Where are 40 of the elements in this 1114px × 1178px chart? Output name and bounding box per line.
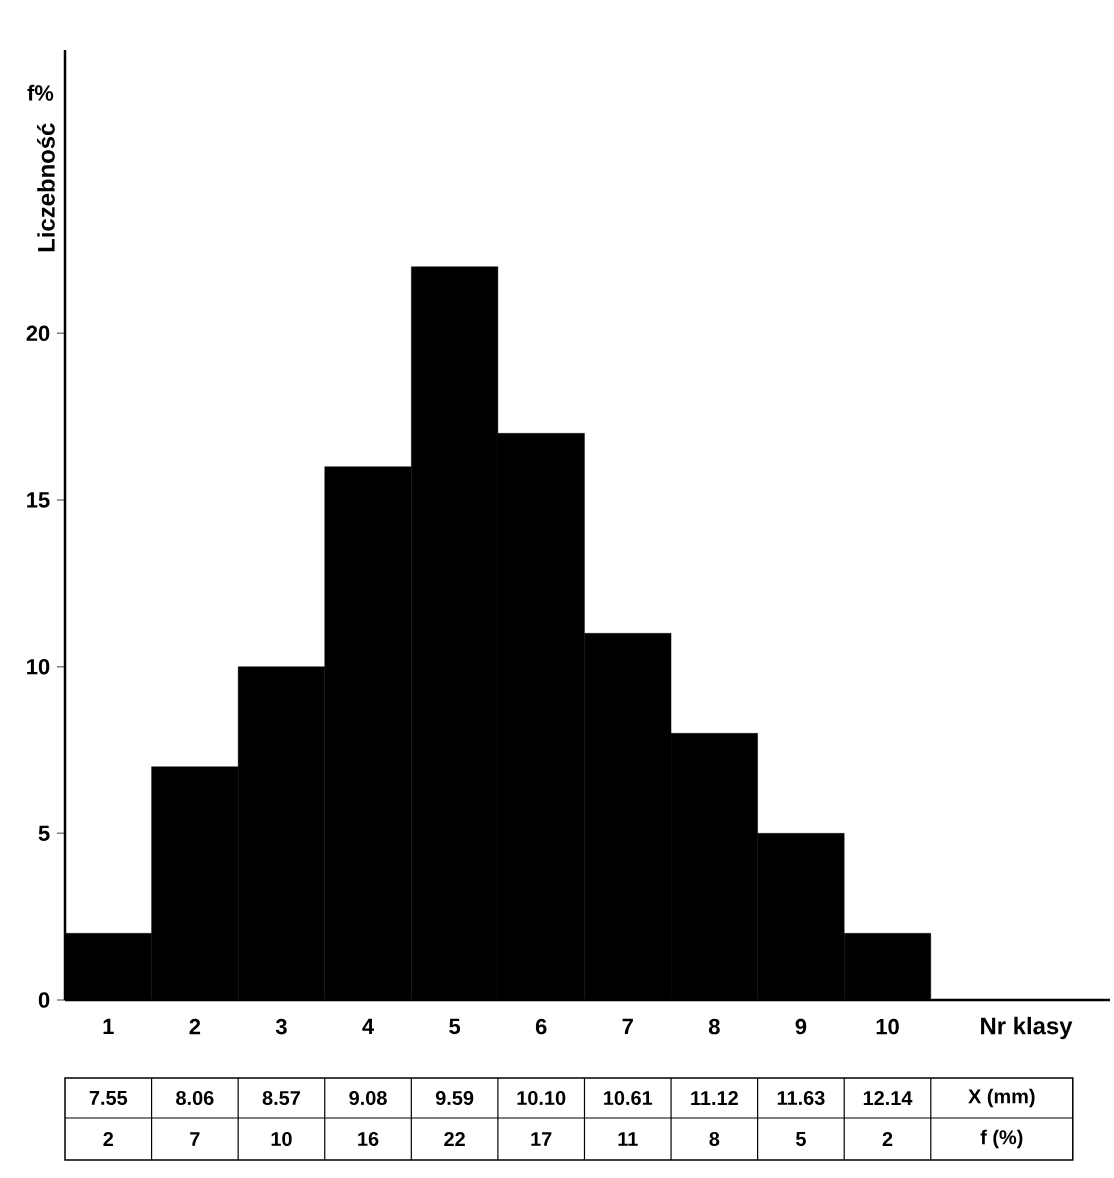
data-label: 7 bbox=[190, 1132, 200, 1146]
x-tick-label: 3 bbox=[275, 1018, 287, 1035]
text: X (mm) bbox=[968, 1088, 1035, 1108]
data-label: 5 bbox=[795, 1132, 806, 1146]
x-tick-label: 5 bbox=[449, 1018, 461, 1035]
text: f% bbox=[27, 84, 54, 101]
data-label: 2 bbox=[882, 1132, 893, 1146]
y-tick-label: 10 bbox=[27, 658, 50, 675]
data-label: 10 bbox=[271, 1131, 292, 1147]
text: 10.61 bbox=[604, 1090, 653, 1106]
y-axis-title: Liczebność bbox=[37, 123, 55, 252]
data-label: 8 bbox=[709, 1131, 720, 1147]
x-tick-label: 2 bbox=[189, 1018, 201, 1035]
y-tick-label: 20 bbox=[26, 325, 50, 342]
data-label: 11 bbox=[618, 1132, 638, 1146]
text: 7.55 bbox=[89, 1091, 128, 1105]
text: 8.57 bbox=[262, 1090, 300, 1106]
data-label: 2 bbox=[103, 1132, 114, 1146]
text: 9.59 bbox=[435, 1090, 474, 1106]
y-tick-label: 0 bbox=[38, 992, 50, 1008]
data-label: 16 bbox=[358, 1131, 379, 1147]
text: 9.08 bbox=[349, 1090, 387, 1106]
data-label: 22 bbox=[444, 1132, 465, 1146]
x-tick-label: 6 bbox=[535, 1018, 547, 1035]
y-tick-label: 5 bbox=[38, 825, 50, 841]
text: f (%) bbox=[980, 1129, 1023, 1149]
x-tick-label: 1 bbox=[103, 1018, 114, 1034]
x-tick-label: 8 bbox=[708, 1018, 720, 1035]
text: 11.12 bbox=[691, 1091, 738, 1105]
text: 12.14 bbox=[863, 1091, 913, 1105]
data-label: 17 bbox=[531, 1132, 552, 1146]
x-tick-label: 7 bbox=[622, 1018, 633, 1034]
text: 8.06 bbox=[176, 1090, 214, 1106]
x-tick-label: 10 bbox=[876, 1018, 899, 1035]
x-tick-label: 4 bbox=[362, 1018, 375, 1034]
x-axis-title: Nr klasy bbox=[981, 1016, 1073, 1040]
text: 10.10 bbox=[517, 1090, 566, 1106]
x-tick-label: 9 bbox=[795, 1018, 807, 1035]
text: 11.63 bbox=[777, 1090, 825, 1106]
y-tick-label: 15 bbox=[27, 492, 50, 508]
